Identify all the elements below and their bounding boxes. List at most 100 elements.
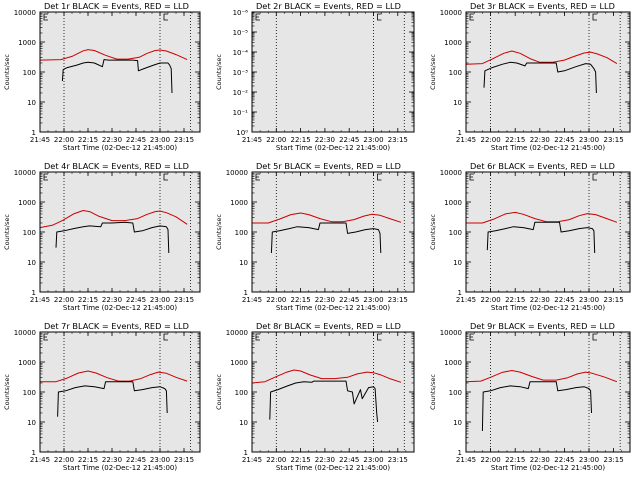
corner-bracket-icon <box>43 173 48 181</box>
x-tick-label: 22:15 <box>78 456 98 464</box>
x-tick-label: 22:30 <box>315 456 335 464</box>
corner-bracket-icon <box>255 13 260 21</box>
x-axis-label: Start Time (02-Dec-12 21:45:00) <box>63 304 177 312</box>
x-tick-label: 22:00 <box>54 296 74 304</box>
y-tick-label: 10000 <box>226 169 248 177</box>
y-tick-label: 10⁰ <box>236 129 248 137</box>
x-tick-label: 22:00 <box>481 136 501 144</box>
y-tick-label: 1 <box>458 289 462 297</box>
y-tick-label: 10⁻⁴ <box>233 49 249 57</box>
x-axis-label: Start Time (02-Dec-12 21:45:00) <box>491 464 605 472</box>
y-tick-label: 1000 <box>444 199 462 207</box>
x-tick-label: 22:45 <box>554 136 574 144</box>
axes-frame <box>251 171 415 293</box>
y-axis-label: Counts/sec <box>429 54 437 90</box>
x-axis-label: Start Time (02-Dec-12 21:45:00) <box>276 304 390 312</box>
y-tick-label: 10 <box>453 419 462 427</box>
axes-frame <box>251 331 415 453</box>
x-tick-label: 22:00 <box>481 296 501 304</box>
lld-series-line <box>466 211 618 224</box>
y-axis-label: Counts/sec <box>429 374 437 410</box>
x-tick-label: 22:30 <box>315 136 335 144</box>
x-tick-label: 21:45 <box>30 456 50 464</box>
x-tick-label: 22:45 <box>126 456 146 464</box>
x-tick-label: 23:00 <box>579 296 599 304</box>
y-tick-label: 10000 <box>14 9 36 17</box>
y-tick-label: 100 <box>449 389 462 397</box>
y-tick-label: 1000 <box>18 39 36 47</box>
x-tick-label: 21:45 <box>30 296 50 304</box>
plot-area <box>252 172 414 292</box>
x-tick-label: 22:00 <box>481 456 501 464</box>
x-axis-label: Start Time (02-Dec-12 21:45:00) <box>276 144 390 152</box>
y-tick-label: 100 <box>235 389 248 397</box>
plot-area <box>40 172 200 292</box>
y-tick-label: 10⁻³ <box>233 69 249 77</box>
x-axis-label: Start Time (02-Dec-12 21:45:00) <box>63 144 177 152</box>
plot-panel: Det 2r BLACK = Events, RED = LLD 10⁰ 10⁻¹ 1… <box>215 1 415 152</box>
lld-series-line <box>39 49 188 61</box>
y-tick-label: 1000 <box>230 359 248 367</box>
y-tick-label: 10000 <box>440 9 462 17</box>
x-tick-label: 22:45 <box>554 296 574 304</box>
x-axis-label: Start Time (02-Dec-12 21:45:00) <box>63 464 177 472</box>
lld-series-line <box>465 50 618 65</box>
chart-title: Det 8r BLACK = Events, RED = LLD <box>256 321 401 331</box>
y-tick-label: 100 <box>449 229 462 237</box>
x-tick-label: 22:45 <box>126 296 146 304</box>
chart-title: Det 2r BLACK = Events, RED = LLD <box>256 1 401 11</box>
y-axis-label: Counts/sec <box>215 374 223 410</box>
x-tick-label: 22:30 <box>102 456 122 464</box>
x-tick-label: 22:15 <box>291 456 311 464</box>
x-tick-label: 23:15 <box>174 136 194 144</box>
x-tick-label: 22:45 <box>126 136 146 144</box>
corner-bracket-icon <box>163 173 168 181</box>
x-tick-label: 22:45 <box>339 456 359 464</box>
corner-bracket-icon <box>469 333 474 341</box>
x-tick-label: 22:00 <box>54 136 74 144</box>
chart-title: Det 1r BLACK = Events, RED = LLD <box>44 1 189 11</box>
x-tick-label: 23:15 <box>174 296 194 304</box>
x-tick-label: 22:45 <box>339 136 359 144</box>
plot-panel: Det 7r BLACK = Events, RED = LLD 1 10 100 10… <box>3 321 201 472</box>
y-tick-label: 1000 <box>444 39 462 47</box>
y-axis-label: Counts/sec <box>215 54 223 90</box>
chart-title: Det 6r BLACK = Events, RED = LLD <box>470 161 615 171</box>
y-tick-label: 100 <box>449 69 462 77</box>
y-tick-label: 10 <box>453 99 462 107</box>
corner-bracket-icon <box>43 13 48 21</box>
x-axis-label: Start Time (02-Dec-12 21:45:00) <box>276 464 390 472</box>
lld-series-line <box>465 370 618 383</box>
plot-area <box>40 332 200 452</box>
x-tick-label: 22:30 <box>530 136 550 144</box>
corner-bracket-icon <box>377 13 382 21</box>
y-axis-label: Counts/sec <box>3 374 11 410</box>
y-tick-label: 10000 <box>14 169 36 177</box>
corner-bracket-icon <box>469 13 474 21</box>
y-tick-label: 1000 <box>18 359 36 367</box>
corner-bracket-icon <box>377 333 382 341</box>
y-tick-label: 10⁻² <box>233 89 249 97</box>
x-tick-label: 23:15 <box>388 296 408 304</box>
events-series-line <box>269 380 379 423</box>
corner-bracket-icon <box>163 13 168 21</box>
x-tick-label: 23:00 <box>363 136 383 144</box>
x-tick-label: 23:00 <box>579 456 599 464</box>
y-tick-label: 100 <box>23 389 36 397</box>
x-tick-label: 22:45 <box>554 456 574 464</box>
plot-area <box>466 172 630 292</box>
axes-frame <box>39 11 201 133</box>
y-tick-label: 1 <box>458 449 462 457</box>
corner-bracket-icon <box>377 173 382 181</box>
y-axis-label: Counts/sec <box>215 214 223 250</box>
corner-bracket-icon <box>255 333 260 341</box>
y-tick-label: 10000 <box>440 329 462 337</box>
y-tick-label: 1 <box>244 289 248 297</box>
x-tick-label: 23:15 <box>604 296 624 304</box>
x-tick-label: 22:15 <box>291 136 311 144</box>
y-tick-label: 10⁻¹ <box>233 109 249 117</box>
x-tick-label: 21:45 <box>456 136 476 144</box>
y-tick-label: 1000 <box>444 359 462 367</box>
x-tick-label: 23:00 <box>579 136 599 144</box>
